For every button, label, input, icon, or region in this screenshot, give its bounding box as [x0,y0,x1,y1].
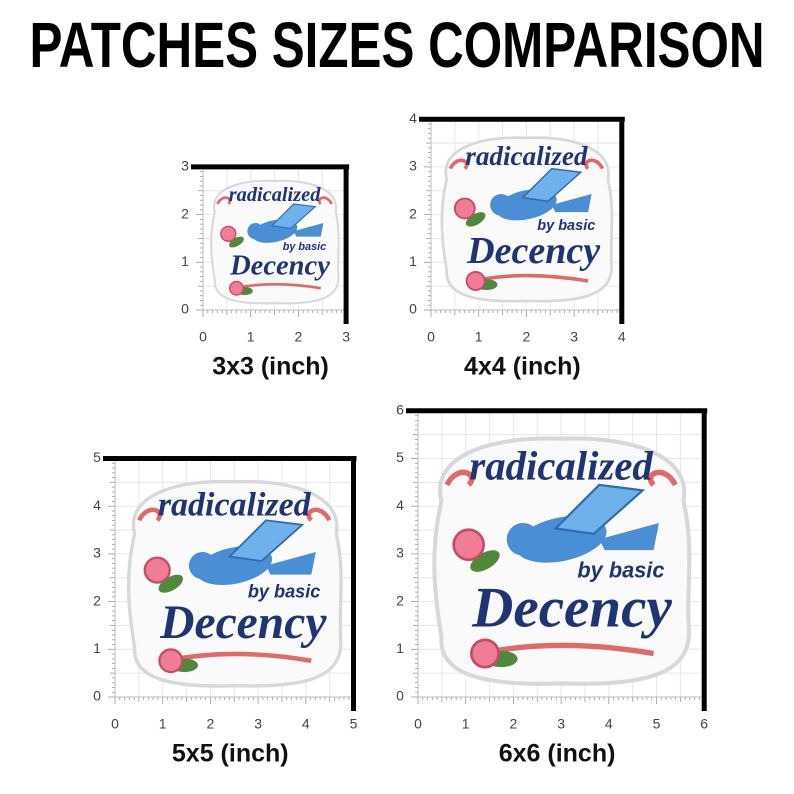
y-tick-label: 0 [396,688,404,704]
y-tick-label: 2 [409,205,417,221]
x-tick-label: 0 [414,716,422,732]
patch-text: Decency [159,597,327,649]
x-tick-label: 6 [700,716,708,732]
patch-text: radicalized [469,443,653,488]
bird-tail [265,551,316,575]
flower [143,556,171,584]
y-tick-label: 2 [396,592,404,608]
bird-head [188,551,217,580]
y-tick-label: 1 [93,640,101,656]
patch-text: by basic [537,218,595,234]
y-tick-label: 3 [181,158,189,174]
x-tick-label: 3 [254,716,262,732]
y-tick-label: 4 [396,497,404,513]
y-tick-label: 3 [409,158,417,174]
x-tick-label: 1 [247,329,255,345]
size-label: 4x4 (inch) [464,353,581,381]
bird-tail [293,222,324,237]
y-tick-label: 0 [181,301,189,317]
size-label: 3x3 (inch) [212,353,329,381]
flower [158,648,184,674]
patch-text: by basic [248,581,320,601]
x-tick-label: 0 [199,329,207,345]
y-tick-label: 3 [93,545,101,561]
leaf [465,212,486,227]
x-tick-label: 0 [427,329,435,345]
patch-text: radicalized [158,487,312,524]
bird-wing [227,519,305,563]
x-tick-label: 3 [342,329,350,345]
patch-text: Decency [229,251,330,282]
patch-text: by basic [577,557,664,582]
x-tick-label: 2 [523,329,531,345]
size-label: 6x6 (inch) [499,740,616,768]
x-tick-label: 5 [350,716,358,732]
flower [220,225,237,243]
x-tick-label: 2 [295,329,303,345]
y-tick-label: 1 [396,640,404,656]
x-tick-label: 1 [475,329,483,345]
flower [465,271,486,291]
bird-head [506,522,540,556]
x-tick-label: 3 [557,716,565,732]
flower [453,197,476,220]
y-tick-label: 0 [409,301,417,317]
flower [452,528,485,562]
patch-text: Decency [466,230,600,272]
x-tick-label: 4 [302,716,310,732]
x-tick-label: 5 [653,716,661,732]
x-tick-label: 4 [618,329,626,345]
leaf [470,550,500,572]
leaf [158,574,184,593]
x-tick-label: 1 [159,716,167,732]
title: PATCHES SIZES COMPARISON [30,9,765,81]
y-tick-label: 4 [93,497,101,513]
y-tick-label: 0 [93,688,101,704]
flower [470,638,500,669]
y-tick-label: 2 [93,592,101,608]
x-tick-label: 2 [510,716,518,732]
x-tick-label: 4 [605,716,613,732]
bird-head [490,193,512,216]
x-tick-label: 1 [462,716,470,732]
x-tick-label: 2 [207,716,215,732]
y-tick-label: 5 [396,449,404,465]
patch-text: by basic [283,241,326,253]
flower [229,280,244,296]
y-tick-label: 3 [396,545,404,561]
bird-head [247,222,264,240]
y-tick-label: 1 [181,253,189,269]
bird-wing [553,483,646,536]
y-tick-label: 5 [93,449,101,465]
size-label: 5x5 (inch) [172,740,289,768]
y-tick-label: 1 [409,253,417,269]
bird-wing [521,167,583,203]
y-tick-label: 6 [396,402,404,418]
y-tick-label: 2 [181,205,189,221]
patch-text: radicalized [229,184,321,206]
bird-wing [270,203,317,230]
leaf [229,236,244,248]
patch-text: Decency [471,576,672,639]
bird-tail [551,193,592,213]
x-tick-label: 3 [570,329,578,345]
bird-tail [599,522,659,551]
x-tick-label: 0 [111,716,119,732]
patch-text: radicalized [465,141,588,171]
y-tick-label: 4 [409,110,417,126]
